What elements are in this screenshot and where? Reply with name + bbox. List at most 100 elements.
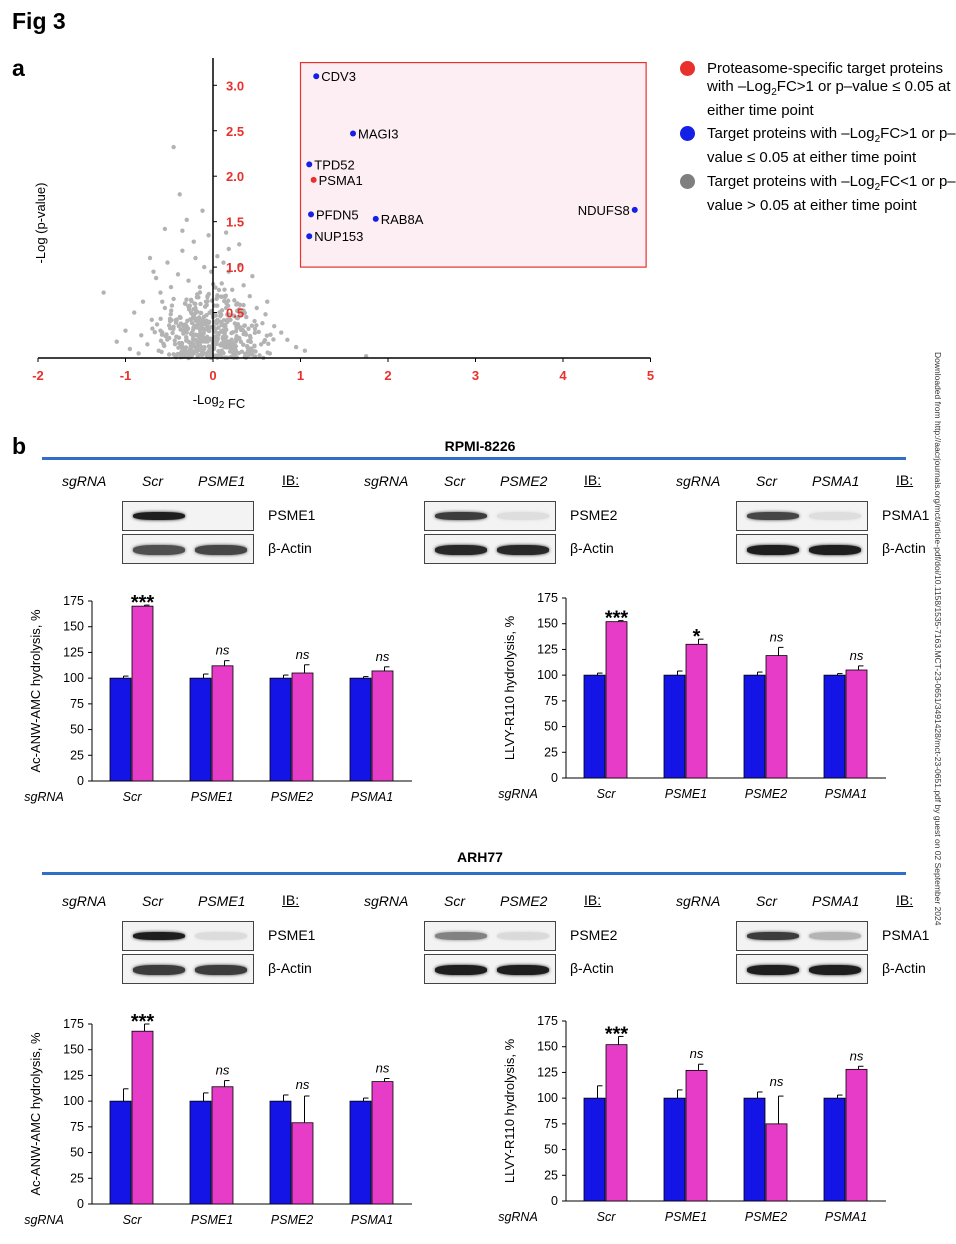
protein-label: β-Actin [570, 960, 614, 976]
background-point [234, 350, 239, 355]
background-point [238, 307, 243, 313]
background-point [243, 351, 248, 356]
background-point [189, 320, 195, 326]
y-tick-label: 125 [63, 1068, 84, 1082]
background-point [214, 341, 219, 347]
background-point [215, 336, 221, 341]
bar [685, 1069, 708, 1202]
bar [291, 1122, 314, 1205]
y-tick-label: 100 [63, 671, 84, 685]
section-divider [42, 457, 906, 460]
background-point [226, 298, 231, 303]
y-tick-label: 1.0 [226, 260, 244, 275]
background-point [178, 352, 183, 357]
bar [765, 655, 788, 779]
background-point [162, 226, 168, 232]
background-point [179, 341, 184, 347]
background-point [234, 302, 239, 307]
panel-b-label: b [12, 433, 27, 459]
bar [131, 1030, 154, 1205]
significance-label: *** [131, 1011, 155, 1033]
background-point [200, 352, 205, 358]
background-point [189, 352, 195, 358]
background-point [229, 346, 234, 351]
background-point [196, 295, 201, 300]
background-point [214, 296, 219, 302]
blot-strip [122, 534, 254, 564]
background-point [176, 335, 182, 340]
blot-band [435, 545, 487, 555]
background-point [184, 334, 189, 340]
background-point [204, 313, 209, 318]
section-divider [42, 872, 906, 875]
background-point [237, 336, 242, 342]
background-point [206, 291, 211, 297]
background-point [183, 301, 188, 307]
blot-strip [424, 921, 556, 951]
background-point [229, 337, 234, 342]
background-point [197, 326, 203, 331]
background-point [260, 321, 265, 326]
y-tick-label: 175 [537, 591, 558, 605]
x-tick-label: 1 [297, 368, 304, 383]
background-point [223, 230, 229, 235]
background-point [222, 294, 227, 299]
background-point [197, 290, 203, 295]
background-point [195, 344, 201, 349]
category-label: PSME2 [271, 1213, 313, 1227]
background-point [221, 260, 226, 265]
sgrna-label: sgRNA [676, 473, 721, 489]
y-tick-label: 75 [70, 1120, 84, 1134]
background-point [203, 339, 208, 344]
background-point [215, 293, 220, 298]
background-point [190, 336, 196, 342]
legend-text: Target proteins with –Log2FC>1 or p–valu… [707, 125, 956, 166]
background-point [258, 342, 264, 347]
background-point [213, 285, 218, 290]
bar [685, 643, 708, 779]
background-point [186, 305, 192, 310]
background-point [195, 353, 200, 359]
background-point [170, 330, 175, 336]
background-point [202, 264, 207, 270]
background-point [140, 299, 146, 304]
background-point [177, 314, 183, 320]
background-point [254, 323, 259, 328]
ib-label: IB: [584, 472, 602, 488]
background-point [232, 313, 237, 319]
background-point [225, 317, 230, 322]
category-label: PSME1 [191, 1213, 233, 1227]
background-point [168, 284, 174, 290]
background-point [218, 314, 223, 319]
bar [291, 672, 314, 782]
background-point [101, 290, 106, 295]
bar [605, 1044, 628, 1202]
background-point [233, 329, 239, 334]
background-point [197, 284, 203, 290]
background-point [241, 283, 246, 288]
background-point [252, 318, 257, 324]
category-label: PSME2 [745, 787, 787, 801]
background-point [250, 273, 255, 279]
bar [743, 674, 766, 779]
panel-a-label: a [12, 55, 25, 81]
bar [269, 1100, 292, 1205]
lane-label: PSME1 [198, 893, 246, 909]
background-point [158, 316, 163, 321]
bar [823, 674, 846, 779]
bar [583, 674, 606, 779]
background-point [279, 330, 284, 335]
background-point [196, 318, 201, 324]
background-point [233, 344, 239, 349]
blot-band [497, 932, 549, 940]
background-point [193, 332, 198, 337]
background-point [218, 319, 223, 324]
bar [663, 674, 686, 779]
background-point [234, 334, 239, 339]
blot-band [497, 512, 549, 520]
background-point [202, 327, 207, 333]
background-point [169, 308, 174, 313]
ib-label: IB: [584, 892, 602, 908]
y-tick-label: 175 [63, 1017, 84, 1031]
background-point [191, 325, 196, 330]
